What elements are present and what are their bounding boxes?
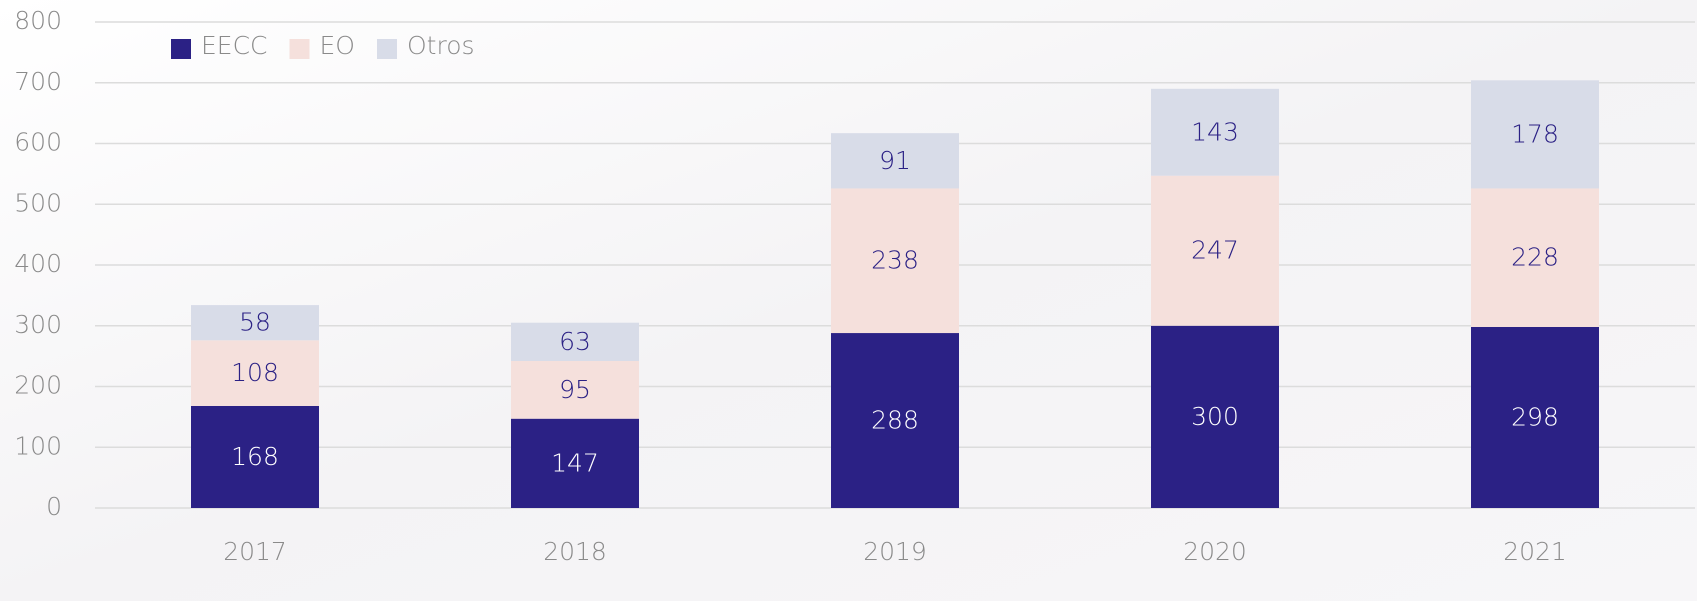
y-tick-label: 400	[14, 249, 62, 278]
legend-label: EO	[320, 31, 355, 60]
data-label: 288	[871, 406, 919, 435]
data-label: 247	[1191, 236, 1239, 265]
data-label: 91	[879, 146, 911, 175]
y-tick-label: 300	[14, 310, 62, 339]
legend-swatch	[377, 39, 397, 59]
y-tick-label: 200	[14, 371, 62, 400]
y-tick-label: 800	[14, 6, 62, 35]
data-label: 108	[231, 358, 279, 387]
data-label: 228	[1511, 243, 1559, 272]
x-tick-label: 2021	[1503, 537, 1567, 566]
y-tick-label: 100	[14, 431, 62, 460]
data-label: 143	[1191, 117, 1239, 146]
chart: 0 100 200 300 400 500 600 700 800 2017 168 108 58 201…	[0, 0, 1697, 601]
legend-swatch	[290, 39, 310, 59]
x-tick-label: 2017	[223, 537, 287, 566]
data-label: 63	[559, 327, 591, 356]
y-tick-label: 0	[46, 492, 62, 521]
data-label: 238	[871, 246, 919, 275]
data-label: 147	[551, 448, 599, 477]
data-label: 58	[239, 308, 271, 337]
data-label: 95	[559, 375, 591, 404]
x-tick-label: 2020	[1183, 537, 1247, 566]
data-label: 298	[1511, 402, 1559, 431]
legend-label: EECC	[201, 31, 268, 60]
data-label: 300	[1191, 402, 1239, 431]
y-tick-label: 700	[14, 67, 62, 96]
legend-label: Otros	[407, 31, 475, 60]
data-label: 168	[231, 442, 279, 471]
y-tick-label: 600	[14, 128, 62, 157]
x-tick-label: 2018	[543, 537, 607, 566]
legend-swatch	[171, 39, 191, 59]
y-tick-label: 500	[14, 188, 62, 217]
x-tick-label: 2019	[863, 537, 927, 566]
data-label: 178	[1511, 119, 1559, 148]
